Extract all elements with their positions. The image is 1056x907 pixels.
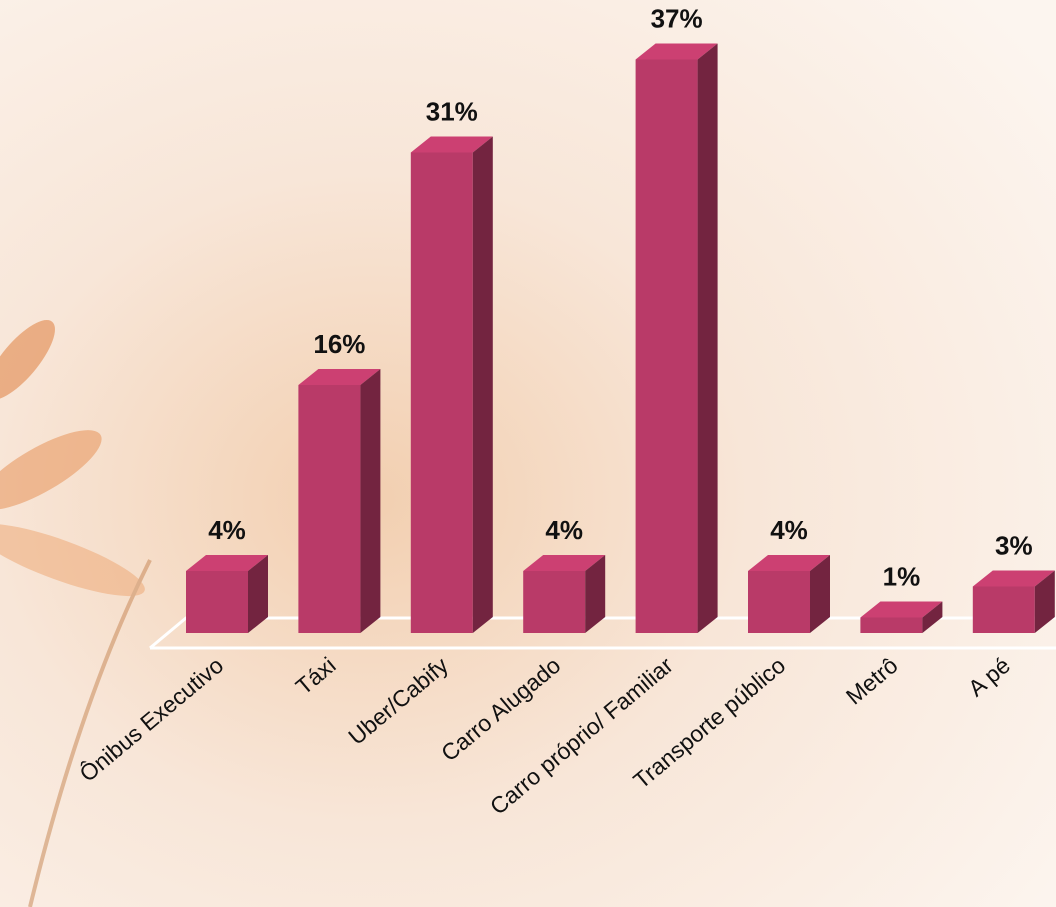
bar-top	[860, 601, 943, 618]
value-label: 4%	[770, 515, 808, 545]
bar-top	[298, 369, 381, 385]
bar-side	[360, 369, 381, 633]
bar-side	[922, 601, 943, 633]
bar-side	[697, 43, 718, 633]
bar-front	[298, 385, 361, 633]
bar-top	[186, 555, 268, 571]
bar-top	[972, 570, 1055, 587]
bar	[635, 43, 718, 633]
bar-front	[410, 152, 473, 633]
value-label: 4%	[208, 515, 246, 545]
bar-side	[810, 555, 830, 633]
bar-top	[523, 555, 606, 571]
bar	[298, 369, 381, 633]
bar-side	[248, 555, 268, 633]
value-label: 16%	[313, 329, 365, 359]
value-label: 4%	[545, 515, 583, 545]
bar-front	[860, 617, 923, 633]
value-label: 3%	[995, 531, 1033, 561]
bar-side	[1034, 570, 1055, 633]
bar-front	[523, 571, 586, 633]
bar-front	[635, 59, 698, 633]
bar	[748, 555, 830, 633]
bar-front	[186, 571, 248, 633]
bar-front	[972, 586, 1035, 633]
value-label: 37%	[651, 4, 703, 34]
value-label: 31%	[426, 97, 478, 127]
bar-top	[410, 136, 493, 153]
bar	[410, 136, 493, 633]
flower-decoration	[0, 319, 152, 907]
value-label: 1%	[883, 562, 921, 592]
bar	[860, 601, 943, 633]
bar-side	[585, 555, 606, 633]
bar	[186, 555, 268, 633]
bar	[972, 570, 1055, 633]
bar-front	[748, 571, 810, 633]
bar	[523, 555, 606, 633]
bar-side	[472, 136, 493, 633]
bar-top	[748, 555, 830, 571]
bar-top	[635, 43, 718, 60]
